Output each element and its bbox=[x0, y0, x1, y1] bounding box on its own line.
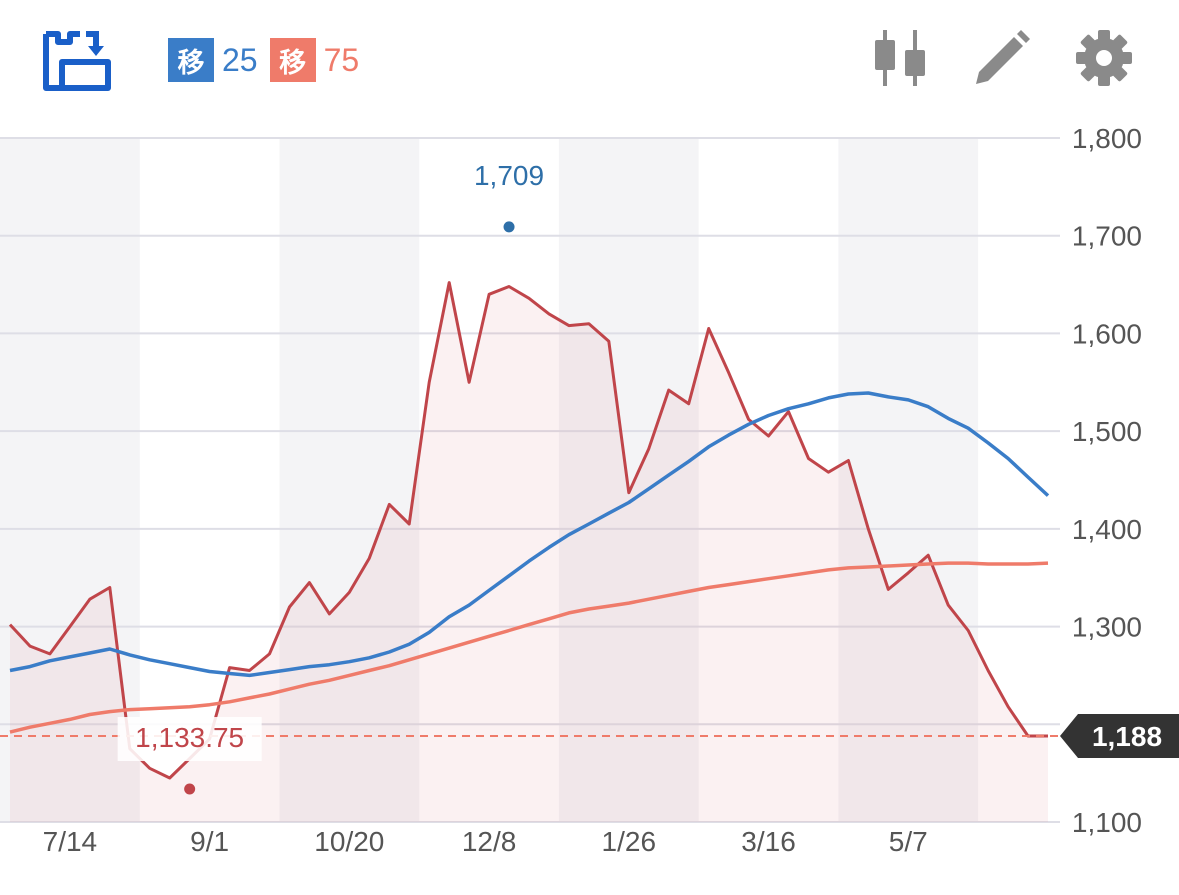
x-tick-label: 12/8 bbox=[462, 826, 517, 857]
x-tick-label: 7/14 bbox=[43, 826, 98, 857]
grid-band bbox=[279, 138, 420, 822]
grid-band bbox=[838, 138, 979, 822]
y-tick-label: 1,800 bbox=[1072, 123, 1142, 154]
grid-band bbox=[558, 138, 699, 822]
y-tick-label: 1,700 bbox=[1072, 221, 1142, 252]
y-tick-label: 1,100 bbox=[1072, 807, 1142, 838]
high-marker bbox=[503, 221, 515, 233]
ma25-line bbox=[9, 391, 1050, 678]
chart-switch-icon[interactable] bbox=[40, 28, 116, 94]
low-marker bbox=[184, 783, 196, 795]
chart-toolbar: 移 25 移 75 bbox=[0, 0, 1179, 120]
y-tick-label: 1,500 bbox=[1072, 416, 1142, 447]
high-label-bg bbox=[459, 154, 559, 199]
price-area bbox=[10, 282, 1048, 823]
low-label-bg bbox=[117, 717, 262, 762]
grid-band bbox=[0, 138, 140, 822]
ma25-badge: 移 bbox=[168, 38, 214, 82]
price-line bbox=[8, 281, 1048, 780]
current-price-tag bbox=[1060, 714, 1179, 759]
candlestick-icon[interactable] bbox=[870, 28, 930, 88]
ma75-period: 75 bbox=[323, 41, 360, 78]
current-price-label: 1,188 bbox=[1092, 721, 1162, 752]
ma25-period: 25 bbox=[222, 41, 258, 78]
high-label: 1,709 bbox=[474, 160, 544, 191]
pencil-icon[interactable] bbox=[970, 28, 1032, 88]
ma75-badge: 移 bbox=[269, 38, 316, 82]
x-tick-label: 1/26 bbox=[602, 826, 657, 857]
x-tick-label: 3/16 bbox=[741, 826, 796, 857]
y-tick-label: 1,600 bbox=[1072, 318, 1142, 349]
y-tick-label: 1,300 bbox=[1072, 612, 1142, 643]
low-label: 1,133.75 bbox=[135, 722, 244, 753]
gear-icon[interactable] bbox=[1074, 28, 1134, 88]
x-tick-label: 9/1 bbox=[190, 826, 229, 857]
y-tick-label: 1,400 bbox=[1072, 514, 1142, 545]
x-tick-label: 10/20 bbox=[314, 826, 384, 857]
x-tick-label: 5/7 bbox=[889, 826, 928, 857]
ma75-line bbox=[9, 561, 1049, 734]
ma-legend[interactable]: 移 25 移 75 bbox=[168, 38, 371, 82]
